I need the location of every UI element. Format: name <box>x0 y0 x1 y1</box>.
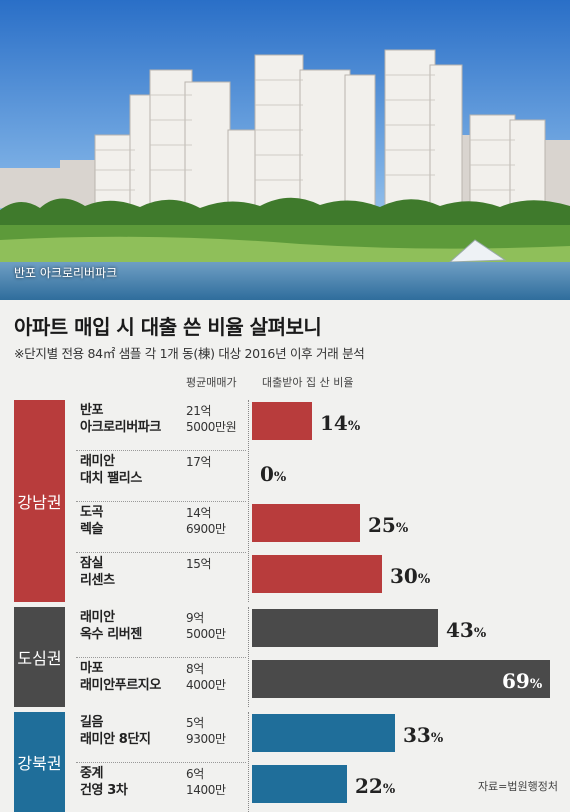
data-label-unit: % <box>347 419 361 434</box>
avg-price: 17억 <box>186 454 212 470</box>
avg-price-line: 9억 <box>186 611 204 625</box>
chart-title: 아파트 매입 시 대출 쓴 비율 살펴보니 <box>14 315 322 339</box>
data-label-value: 0 <box>260 462 274 486</box>
complex-name-line: 마포 <box>80 661 104 676</box>
avg-price: 5억 9300만 <box>186 715 226 747</box>
data-label: 43% <box>446 611 486 653</box>
complex-name-line: 아크로리버파크 <box>80 420 161 435</box>
avg-price-line: 8억 <box>186 662 204 676</box>
avg-price-line: 5억 <box>186 716 204 730</box>
complex-name-line: 옥수 리버젠 <box>80 627 142 642</box>
bar <box>252 660 550 698</box>
row-divider <box>76 552 246 553</box>
data-label-unit: % <box>529 677 543 692</box>
data-label-unit: % <box>417 572 431 587</box>
complex-name-line: 건영 3차 <box>80 783 128 798</box>
data-label: 22% <box>355 767 395 809</box>
data-label: 25% <box>368 506 408 548</box>
row-divider <box>76 450 246 451</box>
complex-name-line: 리센츠 <box>80 573 115 588</box>
data-label-value: 69 <box>502 669 530 693</box>
avg-price-line: 17억 <box>186 455 212 469</box>
avg-price: 8억 4000만 <box>186 661 226 693</box>
chart-subtitle: ※단지별 전용 84㎡ 샘플 각 1개 동(棟) 대상 2016년 이후 거래 … <box>14 346 365 361</box>
row-divider <box>76 657 246 658</box>
group-divider <box>248 400 249 602</box>
avg-price: 14억 6900만 <box>186 505 226 537</box>
avg-price-line: 15억 <box>186 557 212 571</box>
data-label: 69% <box>502 662 542 704</box>
data-label: 0% <box>260 455 286 497</box>
data-label-unit: % <box>473 626 487 641</box>
complex-name-line: 길음 <box>80 715 104 730</box>
group-divider <box>248 712 249 812</box>
header-price: 평균매매가 <box>186 376 237 389</box>
avg-price-line: 5000만원 <box>186 420 237 434</box>
bar <box>252 402 312 440</box>
bar <box>252 765 347 803</box>
avg-price: 9억 5000만 <box>186 610 226 642</box>
complex-name-line: 잠실 <box>80 556 104 571</box>
complex-name-line: 래미안 <box>80 454 115 469</box>
data-label-value: 22 <box>355 774 383 798</box>
complex-name-line: 도곡 <box>80 505 104 520</box>
avg-price-line: 4000만 <box>186 678 226 692</box>
avg-price-line: 1400만 <box>186 783 226 797</box>
complex-name-line: 래미안 <box>80 610 115 625</box>
photo-apartments: 반포 아크로리버파크 <box>0 0 570 300</box>
data-label-unit: % <box>273 470 287 485</box>
bar <box>252 555 382 593</box>
complex-name-line: 렉슬 <box>80 522 104 537</box>
complex-name-line: 래미안푸르지오 <box>80 678 161 693</box>
data-label-unit: % <box>395 521 409 536</box>
data-label-value: 43 <box>446 618 474 642</box>
data-label-unit: % <box>382 782 396 797</box>
data-label-value: 33 <box>403 723 431 747</box>
data-label-unit: % <box>430 731 444 746</box>
complex-name-line: 대치 팰리스 <box>80 471 142 486</box>
avg-price: 6억 1400만 <box>186 766 226 798</box>
avg-price: 15억 <box>186 556 212 572</box>
avg-price-line: 9300만 <box>186 732 226 746</box>
complex-name-line: 중계 <box>80 766 104 781</box>
region-label: 강북권 <box>14 712 65 812</box>
photo-illustration <box>0 0 570 300</box>
photo-caption: 반포 아크로리버파크 <box>14 266 118 280</box>
data-label: 30% <box>390 557 430 599</box>
row-divider <box>76 762 246 763</box>
bar <box>252 504 360 542</box>
bar <box>252 714 395 752</box>
data-label-value: 14 <box>320 411 348 435</box>
source-note: 자료=법원행정처 <box>477 780 558 793</box>
bar <box>252 609 438 647</box>
complex-name-line: 래미안 8단지 <box>80 732 151 747</box>
avg-price-line: 6억 <box>186 767 204 781</box>
header-ratio: 대출받아 집 산 비율 <box>262 376 354 389</box>
data-label-value: 30 <box>390 564 418 588</box>
region-label: 도심권 <box>14 607 65 707</box>
avg-price-line: 14억 <box>186 506 212 520</box>
data-label-value: 25 <box>368 513 396 537</box>
avg-price-line: 5000만 <box>186 627 226 641</box>
data-label: 33% <box>403 716 443 758</box>
group-divider <box>248 607 249 707</box>
region-label: 강남권 <box>14 400 65 602</box>
avg-price-line: 21억 <box>186 404 212 418</box>
avg-price-line: 6900만 <box>186 522 226 536</box>
avg-price: 21억 5000만원 <box>186 403 237 435</box>
complex-name-line: 반포 <box>80 403 104 418</box>
row-divider <box>76 501 246 502</box>
data-label: 14% <box>320 404 360 446</box>
